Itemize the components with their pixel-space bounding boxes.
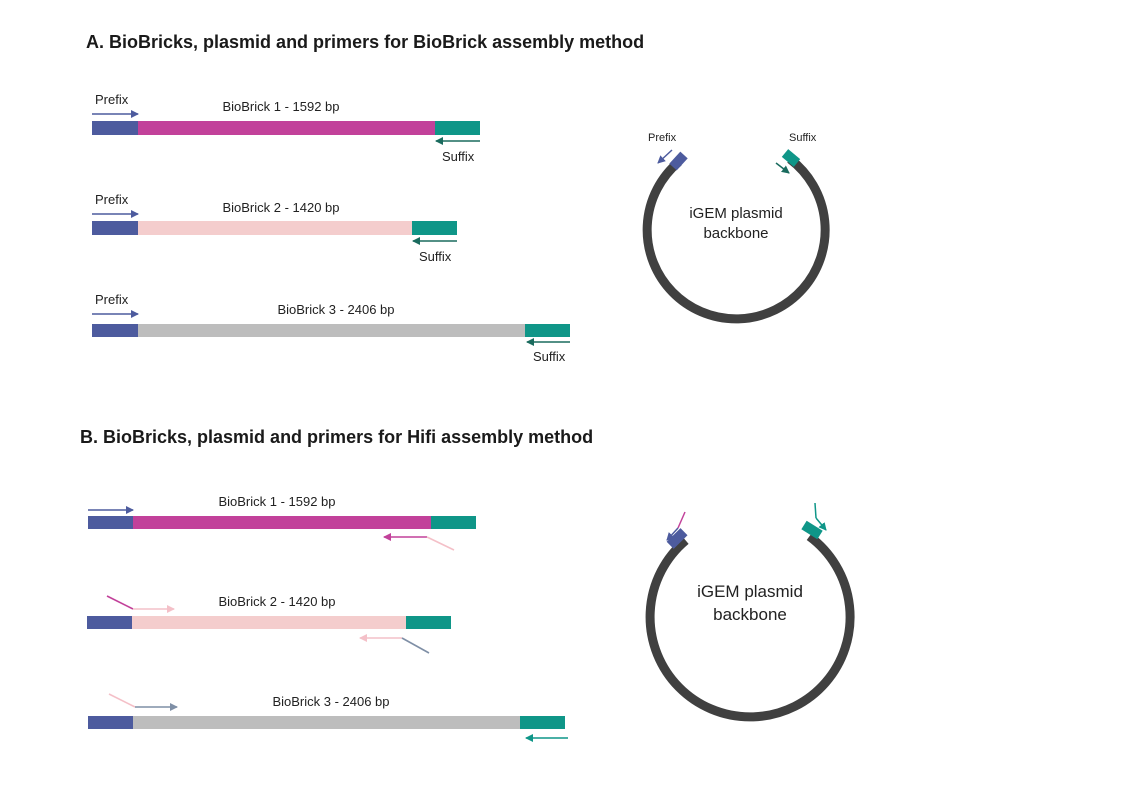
forward-primer-overhang [108,693,136,708]
plasmid-prefix-site [669,151,688,171]
section-a-title: A. BioBricks, plasmid and primers for Bi… [86,32,645,52]
plasmid-prefix-label: Prefix [648,132,677,144]
prefix-segment [92,324,138,337]
brick-label: BioBrick 1 - 1592 bp [218,494,335,509]
suffix-segment [525,324,570,337]
plasmid-primer-overhang-left [677,511,686,529]
section-a-plasmid: Prefix Suffix iGEM plasmid backbone [642,132,830,324]
brick-label: BioBrick 2 - 1420 bp [218,594,335,609]
prefix-label: Prefix [95,192,129,207]
prefix-label: Prefix [95,292,129,307]
suffix-segment [406,616,451,629]
plasmid-label-line2: backbone [703,225,768,242]
section-b-title: B. BioBricks, plasmid and primers for Hi… [80,427,594,447]
prefix-segment [92,121,138,135]
plasmid-primer-arrow-left [666,527,679,541]
brick-label: BioBrick 2 - 1420 bp [222,200,339,215]
plasmid-prefix-primer-arrow [657,149,673,164]
forward-primer-overhang [106,595,134,610]
prefix-segment [88,716,133,729]
brick-insert [132,616,406,629]
section-a-brick-1: Prefix BioBrick 1 - 1592 bp Suffix [92,92,480,164]
section-a-brick-2: Prefix BioBrick 2 - 1420 bp Suffix [92,192,457,264]
section-b-brick-3: BioBrick 3 - 2406 bp [88,693,568,742]
plasmid-primer-arrow-right [815,517,827,531]
suffix-label: Suffix [419,249,452,264]
section-b-brick-1: BioBrick 1 - 1592 bp [88,494,476,551]
suffix-segment [435,121,480,135]
brick-label: BioBrick 3 - 2406 bp [277,302,394,317]
prefix-segment [92,221,138,235]
section-b-brick-2: BioBrick 2 - 1420 bp [87,594,451,654]
brick-label: BioBrick 3 - 2406 bp [272,694,389,709]
brick-insert [138,221,412,235]
section-a-brick-3: Prefix BioBrick 3 - 2406 bp Suffix [92,292,570,364]
plasmid-prefix-site [666,528,688,549]
brick-insert [138,121,435,135]
plasmid-backbone-ring [645,532,855,722]
prefix-segment [88,516,133,529]
suffix-segment [520,716,565,729]
prefix-segment [87,616,132,629]
brick-insert [133,516,431,529]
section-b-plasmid: iGEM plasmid backbone [645,502,855,722]
prefix-label: Prefix [95,92,129,107]
plasmid-suffix-primer-arrow [775,162,790,174]
plasmid-suffix-site [781,149,801,167]
brick-insert [133,716,520,729]
plasmid-label-line1: iGEM plasmid [689,205,782,222]
suffix-label: Suffix [442,149,475,164]
suffix-label: Suffix [533,349,566,364]
reverse-primer-overhang [426,536,455,551]
plasmid-label-line2: backbone [713,605,787,624]
plasmid-suffix-site [801,520,823,540]
plasmid-backbone-ring [642,155,830,324]
plasmid-primer-overhang-right [814,502,817,519]
suffix-segment [412,221,457,235]
plasmid-suffix-label: Suffix [789,132,817,144]
brick-insert [138,324,525,337]
reverse-primer-overhang [401,637,430,654]
brick-label: BioBrick 1 - 1592 bp [222,99,339,114]
plasmid-label-line1: iGEM plasmid [697,582,803,601]
suffix-segment [431,516,476,529]
